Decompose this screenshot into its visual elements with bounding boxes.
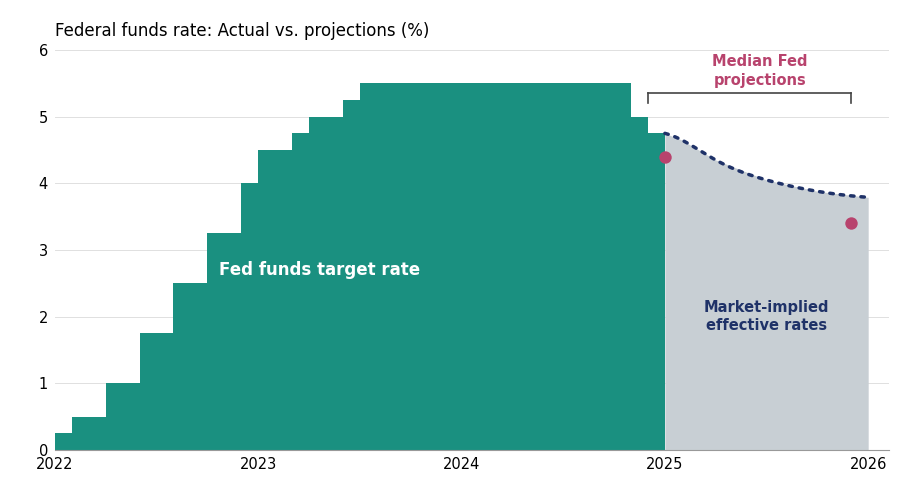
Text: Market-implied
effective rates: Market-implied effective rates	[703, 300, 829, 334]
Point	[844, 220, 858, 228]
Point	[658, 152, 672, 160]
Text: Median Fed
projections: Median Fed projections	[712, 54, 808, 88]
Text: Federal funds rate: Actual vs. projections (%): Federal funds rate: Actual vs. projectio…	[55, 22, 430, 40]
Text: Fed funds target rate: Fed funds target rate	[219, 261, 420, 279]
